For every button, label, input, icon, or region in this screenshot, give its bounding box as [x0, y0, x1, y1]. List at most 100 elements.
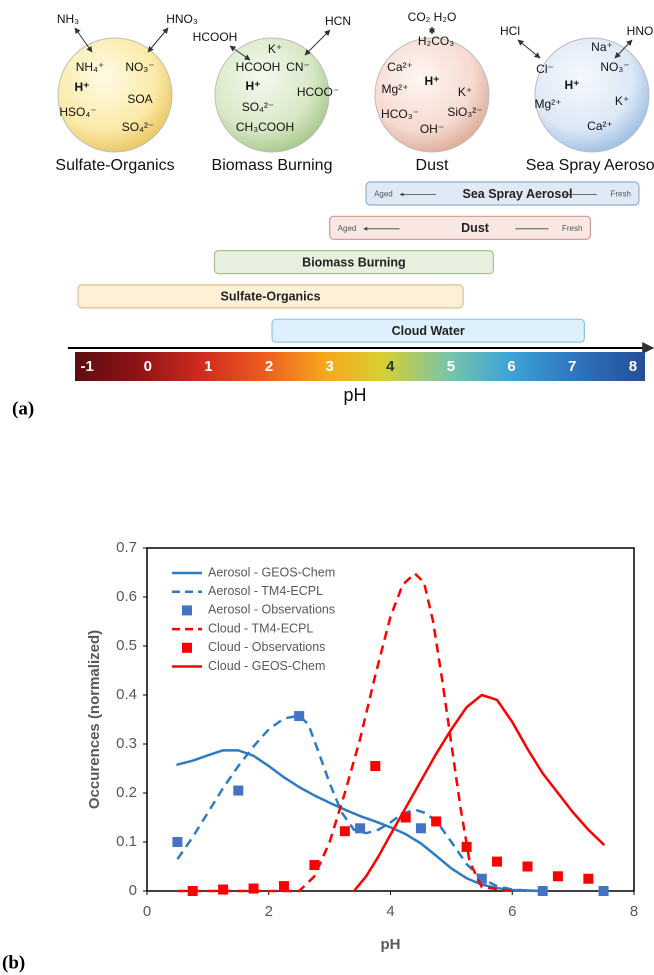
- y-tick-label: 0.3: [116, 735, 137, 752]
- legend-label: Aerosol - GEOS-Chem: [208, 565, 335, 579]
- gas-label: HCl: [500, 24, 520, 38]
- legend-label: Cloud - GEOS-Chem: [208, 659, 325, 673]
- gas-label: HCN: [325, 14, 351, 28]
- particle: [57, 37, 173, 153]
- ion-label: Cl⁻: [536, 62, 554, 76]
- ph-tick-label: 5: [447, 358, 455, 375]
- ion-label: HCOO⁻: [297, 85, 339, 99]
- ion-label: SO₄²⁻: [122, 120, 155, 134]
- data-point: [233, 785, 244, 796]
- particle-name: Sea Spray Aerosol: [526, 157, 654, 174]
- data-point: [370, 761, 381, 772]
- legend-swatch: [182, 605, 192, 616]
- ion-label: SiO₃²⁻: [447, 105, 482, 119]
- gas-label: HNO: [627, 24, 654, 38]
- legend-label: Aerosol - TM4-ECPL: [208, 584, 323, 598]
- data-point: [172, 837, 183, 847]
- particle: [534, 37, 650, 153]
- ion-label: HSO₄⁻: [59, 105, 96, 119]
- y-tick-label: 0.7: [116, 539, 137, 556]
- gas-exchange-arrow: [517, 39, 541, 59]
- x-tick-label: 6: [508, 903, 516, 920]
- ph-range-bar: [365, 181, 640, 206]
- legend-label: Aerosol - Observations: [208, 603, 335, 617]
- ph-tick-label: 1: [204, 358, 212, 375]
- data-point: [522, 861, 533, 872]
- ion-label: CN⁻: [286, 60, 310, 74]
- ion-label: Mg²⁺: [535, 97, 562, 111]
- gas-exchange-arrow: [614, 39, 633, 59]
- ph-range-bar: [77, 284, 464, 309]
- ion-label: K⁺: [615, 94, 629, 108]
- ion-label: Ca²⁺: [587, 119, 613, 133]
- y-tick-label: 0.4: [116, 686, 137, 703]
- data-point: [492, 856, 503, 867]
- aging-label: Fresh: [562, 224, 582, 233]
- x-axis-title: pH: [381, 936, 401, 953]
- ion-label: H⁺: [246, 79, 261, 93]
- x-tick-label: 0: [143, 903, 151, 920]
- ph-range-name: Biomass Burning: [302, 255, 406, 269]
- ph-tick-label: 2: [265, 358, 273, 375]
- data-point: [537, 886, 548, 896]
- ion-label: H⁺: [425, 74, 440, 88]
- data-point: [400, 812, 411, 823]
- gas-exchange-arrow: [147, 27, 169, 53]
- data-point: [309, 860, 320, 871]
- ion-label: H⁺: [565, 78, 580, 92]
- gas-label: HCOOH: [193, 30, 238, 44]
- data-point: [294, 711, 305, 722]
- gas-exchange-arrow: [229, 45, 251, 61]
- gas-exchange-arrow: [304, 29, 331, 56]
- ph-tick-label: -1: [80, 358, 93, 375]
- ion-label: SOA: [127, 92, 152, 106]
- ion-label: NO₃⁻: [600, 60, 629, 74]
- data-point: [583, 873, 594, 884]
- ph-tick-label: 7: [568, 358, 576, 375]
- gas-label: CO₂ H₂O: [408, 10, 457, 24]
- y-tick-label: 0.2: [116, 784, 137, 801]
- x-tick-label: 2: [265, 903, 273, 920]
- data-line: [352, 693, 605, 893]
- ion-label: HCOOH: [236, 60, 281, 74]
- x-tick-label: 4: [386, 903, 394, 920]
- ph-tick-label: 6: [507, 358, 515, 375]
- aging-label: Fresh: [610, 190, 630, 199]
- ph-tick-label: 8: [629, 358, 637, 375]
- gas-exchange-arrow: [74, 27, 93, 53]
- gas-label: NH₃: [57, 12, 79, 26]
- particle-name: Dust: [416, 157, 449, 174]
- ion-label: H₂CO₃: [418, 34, 454, 48]
- y-axis-title: Occurences (normalized): [86, 630, 103, 809]
- data-point: [218, 884, 229, 895]
- ph-tick-label: 3: [326, 358, 334, 375]
- y-tick-label: 0.1: [116, 833, 137, 850]
- particle: [374, 37, 490, 153]
- legend-label: Cloud - TM4-ECPL: [208, 621, 313, 635]
- data-point: [476, 873, 487, 884]
- data-point: [552, 871, 563, 882]
- legend-swatch: [182, 642, 192, 653]
- data-point: [278, 881, 289, 892]
- ion-label: NO₃⁻: [125, 60, 154, 74]
- y-tick-label: 0: [129, 882, 137, 899]
- ion-label: CH₃COOH: [236, 120, 294, 134]
- data-line: [176, 749, 544, 893]
- particle: [214, 37, 330, 153]
- ph-range-bar: [329, 215, 592, 240]
- ph-color-bar: [75, 352, 645, 381]
- ph-range-name: Sea Spray Aerosol: [462, 187, 572, 201]
- ion-label: H⁺: [75, 80, 90, 94]
- data-point: [598, 886, 609, 896]
- panel-label: (b): [2, 952, 25, 973]
- data-point: [248, 883, 259, 894]
- gas-label: HNO₃: [166, 12, 198, 26]
- ph-range-name: Dust: [461, 221, 490, 235]
- data-line: [176, 714, 543, 893]
- y-tick-label: 0.5: [116, 637, 137, 654]
- ion-label: HCO₃⁻: [381, 107, 419, 121]
- data-point: [339, 826, 350, 837]
- x-tick-label: 8: [630, 903, 638, 920]
- ion-label: K⁺: [458, 85, 472, 99]
